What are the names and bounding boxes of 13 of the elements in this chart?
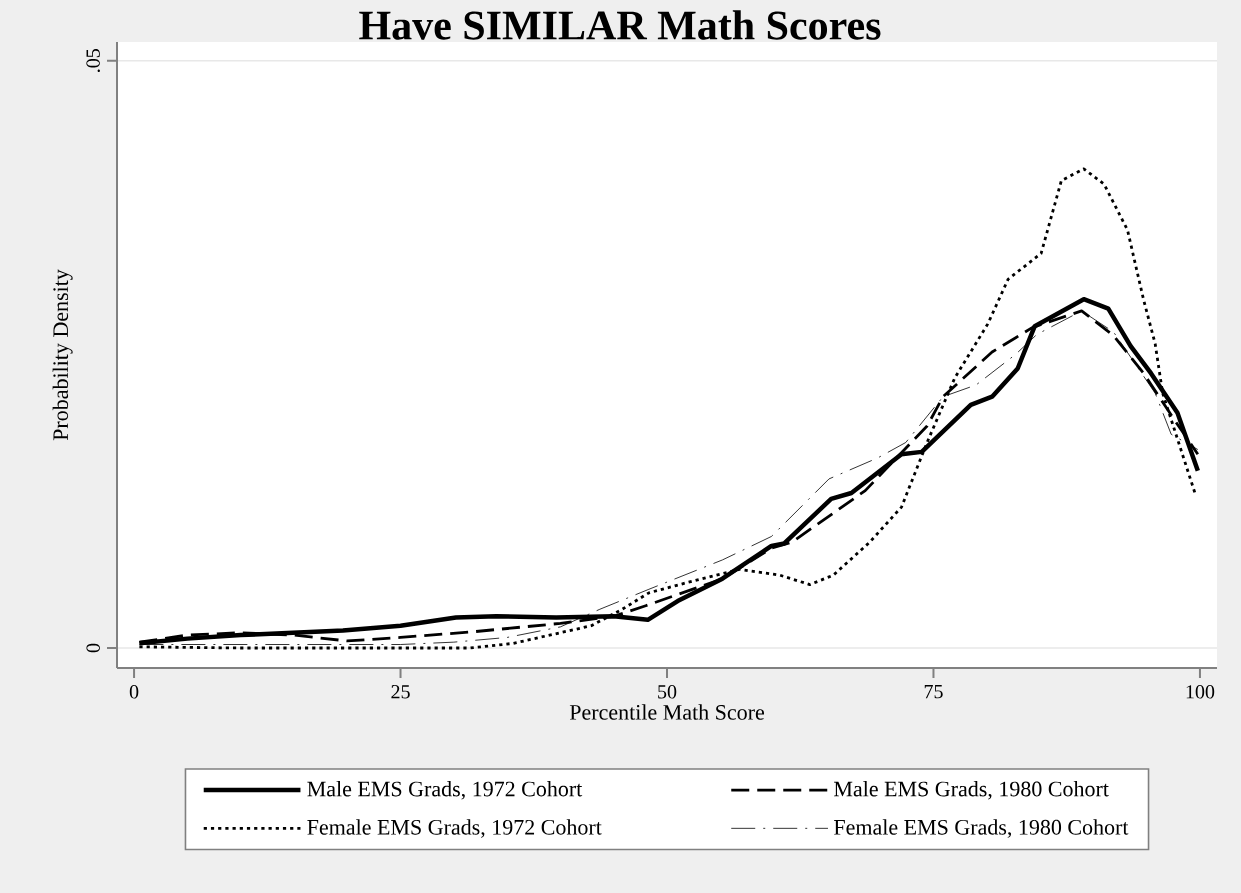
y-axis-title: Probability Density xyxy=(52,269,73,441)
chart-title: Have SIMILAR Math Scores xyxy=(359,10,881,40)
legend-label: Female EMS Grads, 1972 Cohort xyxy=(307,819,602,838)
x-tick-label: 100 xyxy=(1186,685,1215,699)
x-tick-label: 25 xyxy=(391,685,410,699)
y-tick-label: .05 xyxy=(86,49,100,72)
legend-label: Male EMS Grads, 1980 Cohort xyxy=(834,780,1109,800)
x-tick-label: 0 xyxy=(129,685,139,699)
legend-label: Female EMS Grads, 1980 Cohort xyxy=(834,819,1129,838)
x-tick-label: 75 xyxy=(924,685,943,699)
x-axis-title: Percentile Math Score xyxy=(569,704,765,720)
legend-label: Male EMS Grads, 1972 Cohort xyxy=(307,780,583,800)
x-tick-label: 50 xyxy=(658,685,677,699)
